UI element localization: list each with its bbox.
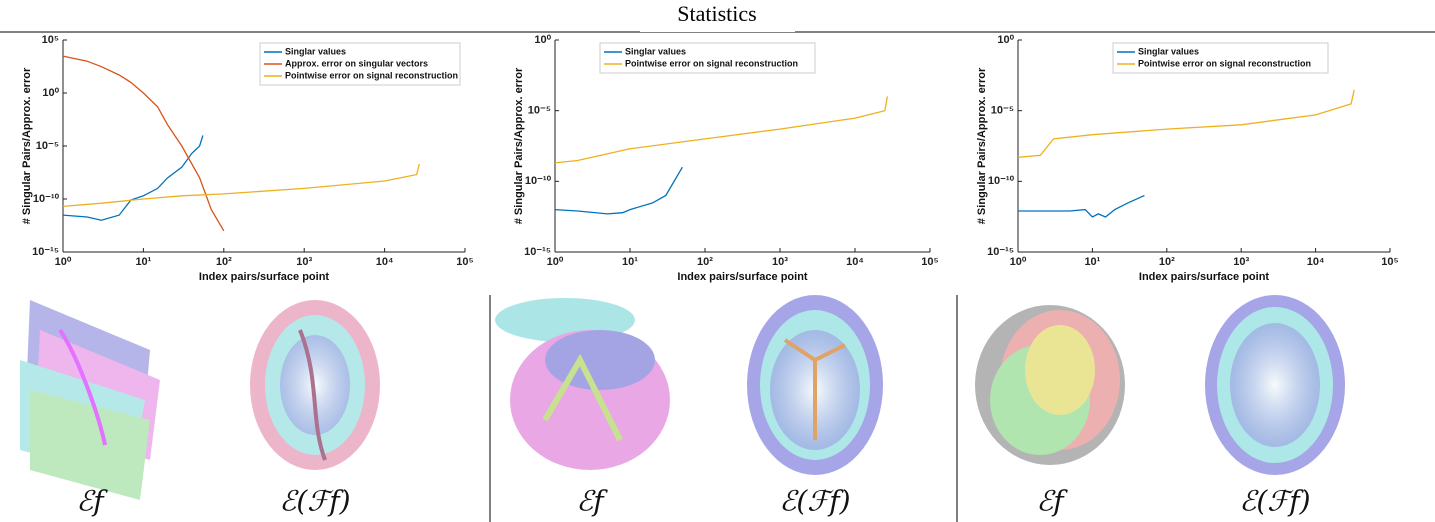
y-tick-label: 10⁰ (997, 34, 1014, 46)
y-axis-label: # Singular Pairs/Approx. error (21, 67, 33, 224)
legend-label: Approx. error on singular vectors (285, 58, 428, 68)
x-tick-label: 10³ (1233, 256, 1249, 268)
render-caption: ℰ𝑓 (76, 485, 108, 518)
render-eff-1 (250, 300, 380, 470)
y-tick-label: 10⁻¹⁵ (32, 246, 59, 258)
render-caption: ℰ𝑓 (576, 485, 608, 518)
legend-label: Singlar values (285, 46, 346, 56)
legend-label: Pointwise error on signal reconstruction (285, 70, 458, 80)
x-tick-label: 10⁰ (55, 256, 72, 268)
render-ef-3 (975, 305, 1125, 465)
x-tick-label: 10⁰ (1010, 256, 1027, 268)
legend-label: Pointwise error on signal reconstruction (625, 58, 798, 68)
x-tick-label: 10² (216, 256, 232, 268)
y-tick-label: 10⁻¹⁵ (987, 246, 1014, 258)
y-tick-label: 10⁻¹⁵ (524, 246, 551, 258)
render-caption: ℰ(ℱ𝑓) (279, 485, 350, 518)
render-ef-2 (495, 298, 670, 470)
x-axis-label: Index pairs/surface point (199, 271, 330, 283)
y-tick-label: 10⁻⁵ (991, 105, 1014, 117)
x-tick-label: 10² (697, 256, 713, 268)
y-tick-label: 10⁻¹⁰ (525, 175, 552, 187)
y-tick-label: 10⁵ (42, 34, 59, 46)
render-ef-1 (20, 300, 160, 500)
series-line (1018, 194, 1145, 218)
x-tick-label: 10³ (772, 256, 788, 268)
x-tick-label: 10¹ (622, 256, 638, 268)
x-tick-label: 10⁴ (1307, 256, 1325, 268)
x-tick-label: 10⁵ (921, 256, 938, 268)
title-bg (640, 2, 795, 32)
render-eff-3 (1205, 295, 1345, 475)
x-tick-label: 10⁴ (376, 256, 394, 268)
x-tick-label: 10⁵ (456, 256, 473, 268)
x-tick-label: 10² (1159, 256, 1175, 268)
series-line (1017, 89, 1355, 158)
render-caption: ℰ(ℱ𝑓) (779, 485, 850, 518)
y-tick-label: 10⁻¹⁰ (33, 193, 60, 205)
y-axis-label: # Singular Pairs/Approx. error (976, 67, 988, 224)
figure-title: Statistics (677, 1, 756, 26)
render-eff-2 (747, 295, 883, 475)
series-line (554, 96, 889, 164)
legend-label: Singlar values (1138, 46, 1199, 56)
legend-box (259, 42, 461, 86)
y-tick-label: 10⁰ (534, 34, 551, 46)
series-line (62, 163, 420, 208)
render-caption: ℰ𝑓 (1036, 485, 1068, 518)
x-tick-label: 10⁴ (846, 256, 864, 268)
x-tick-label: 10⁵ (1381, 256, 1398, 268)
series-line (554, 166, 683, 215)
series-line (62, 135, 204, 221)
legend-label: Pointwise error on signal reconstruction (1138, 58, 1311, 68)
x-tick-label: 10¹ (1084, 256, 1100, 268)
x-tick-label: 10³ (296, 256, 312, 268)
x-axis-label: Index pairs/surface point (677, 271, 808, 283)
legend-box (599, 42, 816, 74)
x-tick-label: 10⁰ (547, 256, 564, 268)
y-tick-label: 10⁻¹⁰ (988, 175, 1015, 187)
legend-label: Singlar values (625, 46, 686, 56)
render-caption: ℰ(ℱ𝑓) (1239, 485, 1310, 518)
series-line (62, 55, 225, 232)
y-tick-label: 10⁻⁵ (528, 105, 551, 117)
y-tick-label: 10⁻⁵ (36, 140, 59, 152)
legend-box (1112, 42, 1329, 74)
y-axis-label: # Singular Pairs/Approx. error (513, 67, 525, 224)
y-tick-label: 10⁰ (42, 87, 59, 99)
x-tick-label: 10¹ (135, 256, 151, 268)
x-axis-label: Index pairs/surface point (1139, 271, 1270, 283)
